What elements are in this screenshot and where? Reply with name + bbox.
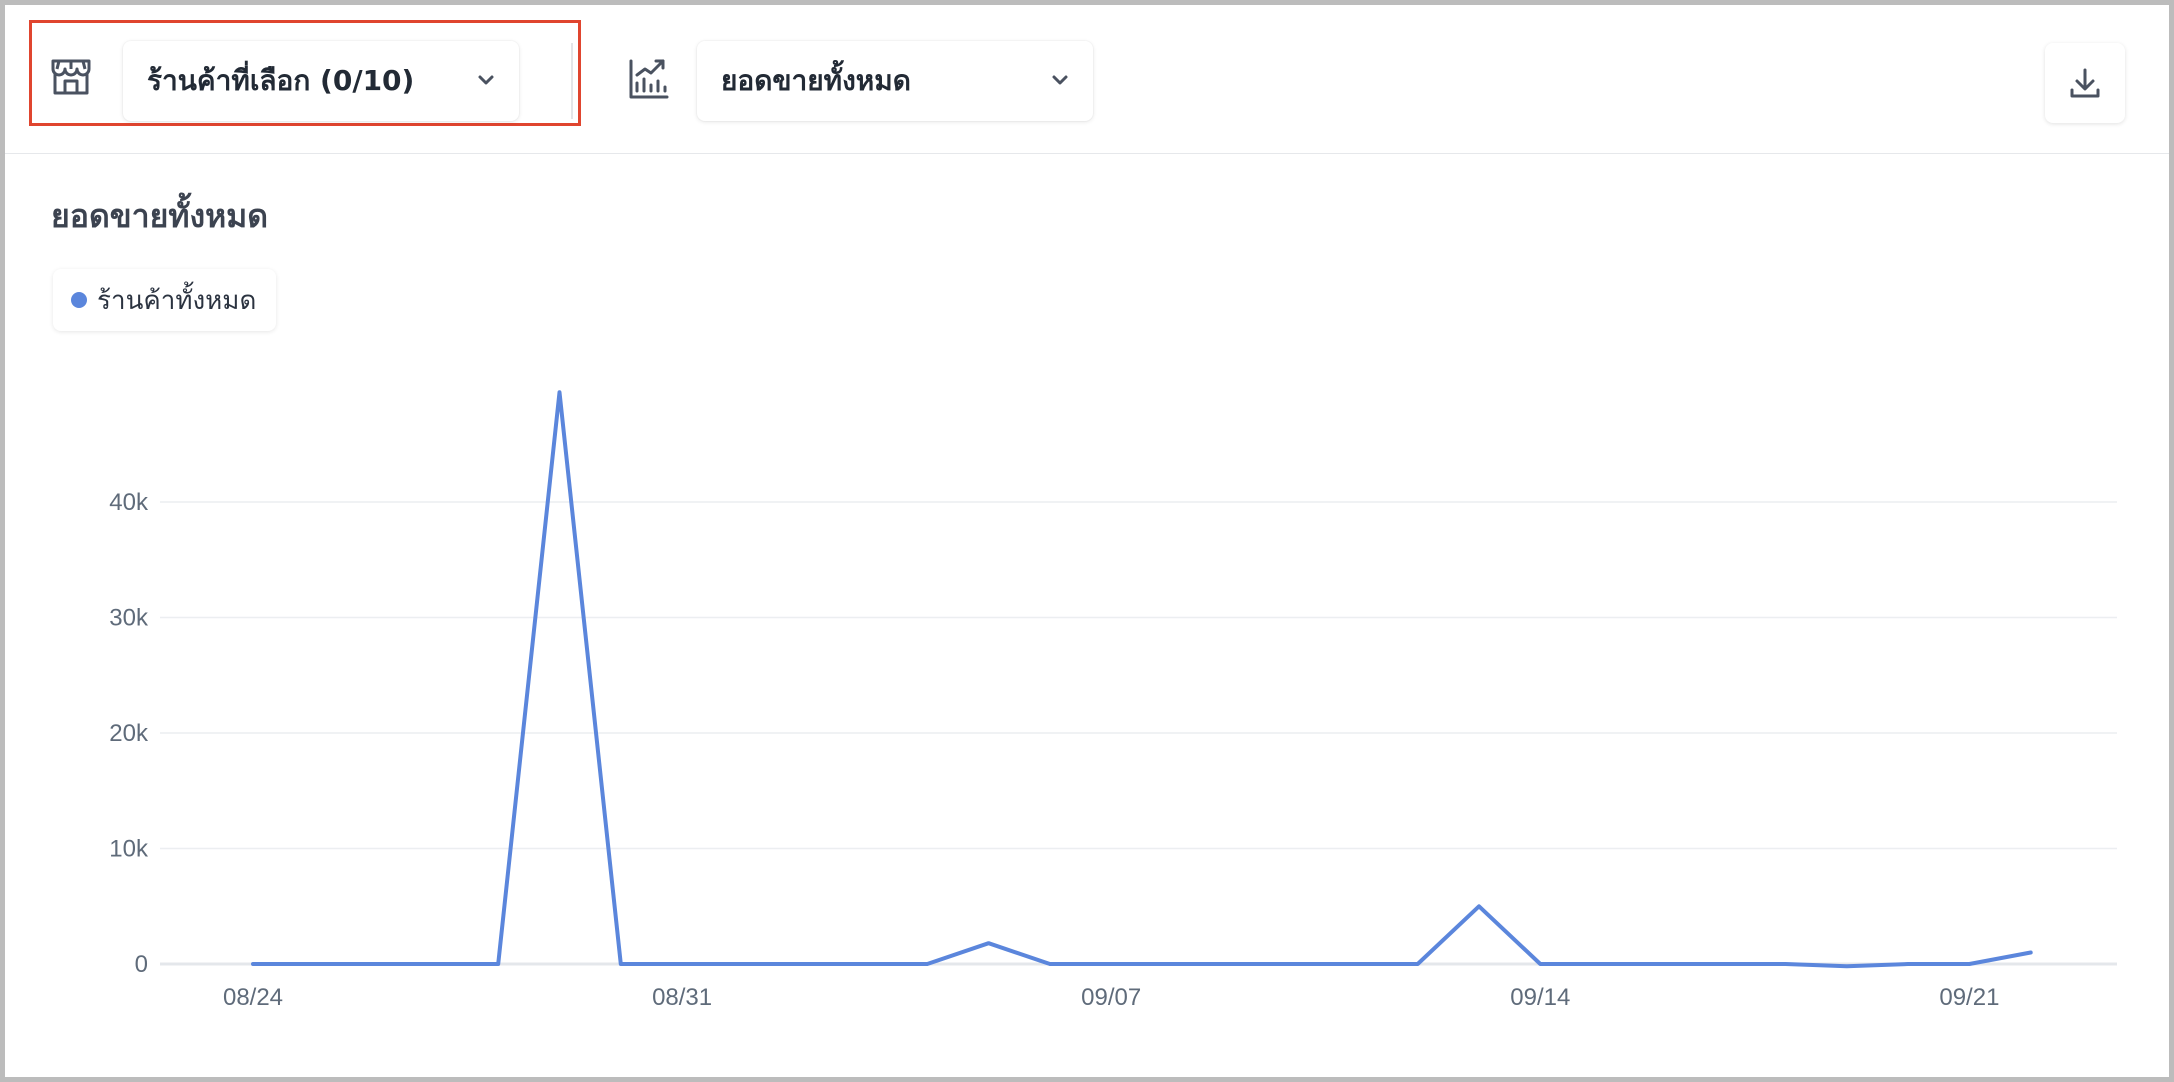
legend-label: ร้านค้าทั้งหมด <box>97 285 257 316</box>
sales-line-chart: 0 10k 20k 30k 40k 08/24 08/31 09/07 09/14 09/21 <box>109 382 2117 1011</box>
data-point[interactable] <box>917 954 937 974</box>
toolbar-divider <box>571 43 573 119</box>
data-point[interactable] <box>1163 954 1183 974</box>
y-tick-label: 10k <box>109 836 149 863</box>
data-point[interactable] <box>1776 954 1796 974</box>
data-point[interactable] <box>979 933 999 953</box>
store-select-dropdown[interactable]: ร้านค้าที่เลือก (0/10) <box>123 41 519 121</box>
chevron-down-icon <box>478 75 494 85</box>
data-point[interactable] <box>1101 954 1121 974</box>
data-point[interactable] <box>611 954 631 974</box>
data-point[interactable] <box>1592 954 1612 974</box>
data-point[interactable] <box>1285 954 1305 974</box>
data-point[interactable] <box>1837 956 1857 976</box>
store-icon <box>49 53 93 97</box>
data-point[interactable] <box>366 954 386 974</box>
store-filter-highlight <box>29 20 581 126</box>
metric-select-label: ยอดขายทั้งหมด <box>721 64 911 97</box>
x-tick-label: 09/14 <box>1510 984 1570 1011</box>
x-tick-label: 09/07 <box>1081 984 1141 1011</box>
y-tick-label: 30k <box>109 605 149 632</box>
y-tick-label: 0 <box>135 951 148 978</box>
store-select-label: ร้านค้าที่เลือก (0/10) <box>147 64 415 97</box>
data-point[interactable] <box>1898 954 1918 974</box>
data-point[interactable] <box>2021 942 2041 962</box>
data-point[interactable] <box>1040 954 1060 974</box>
metric-select-dropdown[interactable]: ยอดขายทั้งหมด <box>697 41 1093 121</box>
data-point[interactable] <box>488 954 508 974</box>
chart-trend-icon <box>627 57 671 101</box>
data-point[interactable] <box>856 954 876 974</box>
data-point[interactable] <box>1714 954 1734 974</box>
data-point[interactable] <box>243 954 263 974</box>
chart-title: ยอดขายทั้งหมด <box>51 197 269 235</box>
data-point[interactable] <box>304 954 324 974</box>
y-tick-label: 20k <box>109 720 149 747</box>
data-point[interactable] <box>795 954 815 974</box>
x-tick-label: 08/24 <box>223 984 283 1011</box>
data-point[interactable] <box>1408 954 1428 974</box>
download-button[interactable] <box>2045 43 2125 123</box>
data-point[interactable] <box>672 954 692 974</box>
series-line-all-stores[interactable] <box>251 390 2033 969</box>
data-point[interactable] <box>1959 954 1979 974</box>
data-point[interactable] <box>1653 954 1673 974</box>
data-point[interactable] <box>1469 896 1489 916</box>
data-point[interactable] <box>550 382 570 402</box>
download-icon <box>2070 68 2100 98</box>
data-point[interactable] <box>427 954 447 974</box>
x-tick-label: 09/21 <box>1939 984 1999 1011</box>
filter-toolbar: ร้านค้าที่เลือก (0/10) ยอดขายทั้งหมด <box>5 5 2169 154</box>
legend-dot <box>71 292 87 308</box>
x-tick-label: 08/31 <box>652 984 712 1011</box>
data-point[interactable] <box>733 954 753 974</box>
chevron-down-icon <box>1052 75 1068 85</box>
y-tick-label: 40k <box>109 489 149 516</box>
data-point[interactable] <box>1346 954 1366 974</box>
chart-legend[interactable]: ร้านค้าทั้งหมด <box>53 269 277 331</box>
data-point[interactable] <box>1530 954 1550 974</box>
data-point[interactable] <box>1224 954 1244 974</box>
